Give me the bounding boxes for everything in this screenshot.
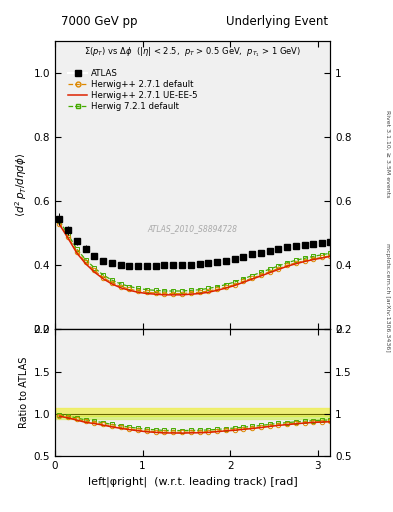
Y-axis label: $\langle d^2\,p_T/d\eta d\phi\rangle$: $\langle d^2\,p_T/d\eta d\phi\rangle$ [14, 153, 29, 218]
Legend: ATLAS, Herwig++ 2.7.1 default, Herwig++ 2.7.1 UE-EE-5, Herwig 7.2.1 default: ATLAS, Herwig++ 2.7.1 default, Herwig++ … [65, 66, 201, 115]
Text: Rivet 3.1.10, ≥ 3.5M events: Rivet 3.1.10, ≥ 3.5M events [385, 110, 390, 197]
X-axis label: left|φright|  (w.r.t. leading track) [rad]: left|φright| (w.r.t. leading track) [rad… [88, 476, 298, 486]
Text: Underlying Event: Underlying Event [226, 15, 328, 28]
Text: mcplots.cern.ch [arXiv:1306.3436]: mcplots.cern.ch [arXiv:1306.3436] [385, 243, 390, 351]
Y-axis label: Ratio to ATLAS: Ratio to ATLAS [19, 357, 29, 428]
Bar [55, 416, 330, 419]
Bar [55, 408, 330, 416]
Text: ATLAS_2010_S8894728: ATLAS_2010_S8894728 [147, 224, 238, 233]
Text: $\Sigma(p_T)$ vs $\Delta\phi$  ($|\eta|$ < 2.5,  $p_T$ > 0.5 GeV,  $p_{T_1}$ > 1: $\Sigma(p_T)$ vs $\Delta\phi$ ($|\eta|$ … [84, 45, 301, 59]
Text: 7000 GeV pp: 7000 GeV pp [61, 15, 138, 28]
